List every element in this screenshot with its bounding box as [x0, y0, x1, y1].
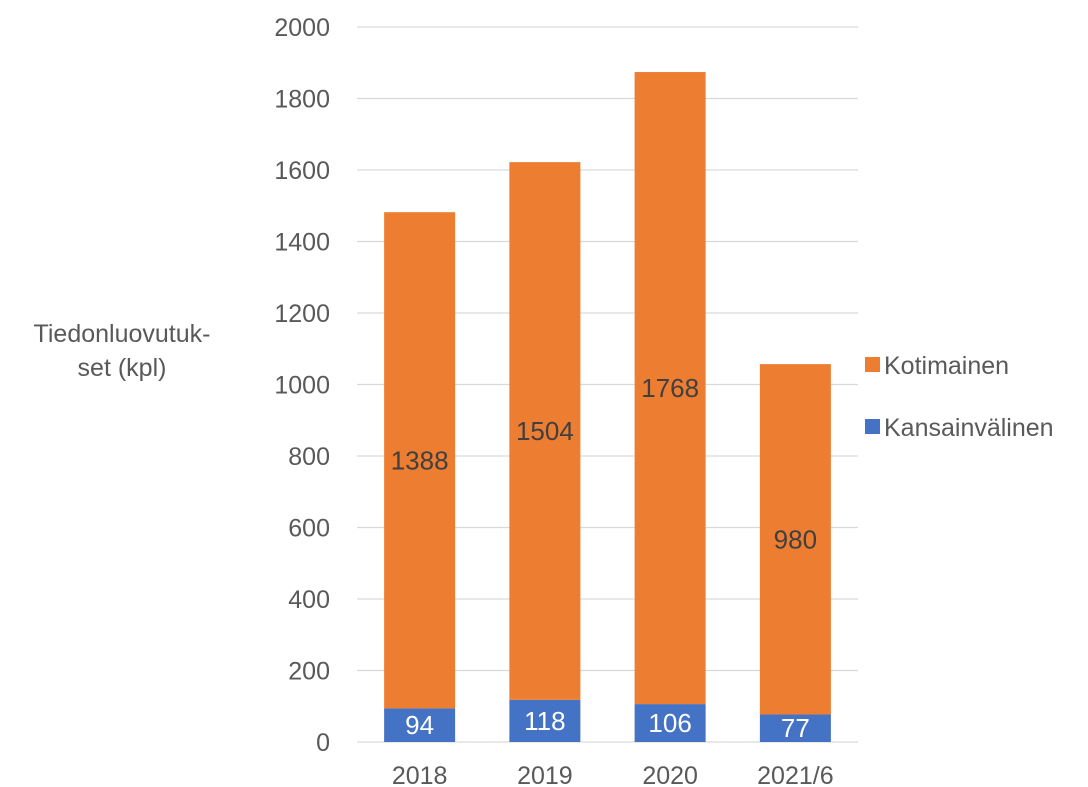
y-tick-label: 2000	[274, 14, 330, 42]
data-label: 77	[781, 713, 810, 743]
y-axis-label-line-1: Tiedonluovutuk-	[34, 320, 211, 348]
data-label: 94	[405, 710, 434, 740]
legend-label: Kansainvälinen	[884, 414, 1054, 442]
y-tick-label: 1800	[274, 86, 330, 114]
x-axis-ticks: 2018 2019 2020 2021/6	[392, 762, 834, 787]
y-tick-label: 1000	[274, 372, 330, 400]
legend-label: Kotimainen	[884, 352, 1009, 380]
bar-kotimainen-2020	[634, 72, 706, 705]
y-axis-label-line-2: set (kpl)	[78, 354, 167, 382]
y-axis-ticks: 0 200 400 600 800 1000 1200 1400 1600 1800 2000	[274, 14, 330, 757]
legend: Kotimainen Kansainvälinen	[865, 352, 1054, 442]
bars	[384, 72, 831, 742]
y-tick-label: 1600	[274, 157, 330, 185]
data-label: 106	[648, 708, 691, 738]
data-label: 980	[774, 524, 817, 554]
bar-kotimainen-2021/6	[759, 364, 831, 715]
legend-swatch	[865, 419, 880, 434]
x-tick-label: 2019	[517, 762, 573, 787]
bar-kotimainen-2019	[509, 162, 581, 700]
y-tick-label: 200	[288, 658, 330, 686]
bar-kansainvalinen-2019	[509, 699, 581, 742]
bar-kansainvalinen-2018	[384, 708, 456, 742]
data-label: 1768	[641, 373, 699, 403]
y-tick-label: 1200	[274, 300, 330, 328]
x-tick-label: 2021/6	[757, 762, 833, 787]
data-labels: 94 1388 118 1504 106 1768 77 980	[391, 373, 817, 743]
bar-kansainvalinen-2020	[634, 704, 706, 742]
x-tick-label: 2020	[642, 762, 698, 787]
x-tick-label: 2018	[392, 762, 448, 787]
data-label: 1504	[516, 416, 574, 446]
y-tick-label: 1400	[274, 229, 330, 257]
legend-swatch	[865, 357, 880, 372]
data-label: 118	[524, 706, 565, 736]
y-tick-label: 400	[288, 586, 330, 614]
bar-kansainvalinen-2021/6	[759, 714, 831, 742]
y-tick-label: 0	[316, 729, 330, 757]
y-tick-label: 600	[288, 515, 330, 543]
y-tick-label: 800	[288, 443, 330, 471]
data-label: 1388	[391, 445, 449, 475]
bar-kotimainen-2018	[384, 212, 456, 709]
